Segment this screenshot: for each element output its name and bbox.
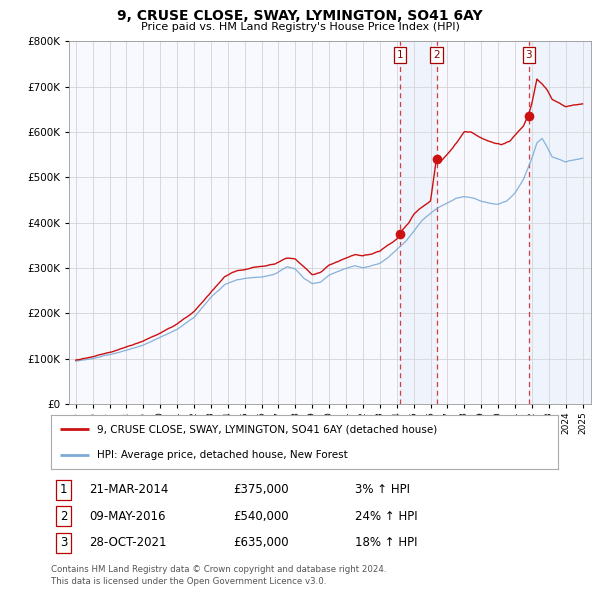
Text: 3: 3 [60,536,67,549]
Text: Contains HM Land Registry data © Crown copyright and database right 2024.: Contains HM Land Registry data © Crown c… [51,565,386,574]
Text: £375,000: £375,000 [233,483,289,496]
Text: £540,000: £540,000 [233,510,289,523]
Bar [400,41,437,404]
Text: 1: 1 [60,483,67,496]
Text: 18% ↑ HPI: 18% ↑ HPI [355,536,418,549]
Text: 09-MAY-2016: 09-MAY-2016 [89,510,166,523]
Text: This data is licensed under the Open Government Licence v3.0.: This data is licensed under the Open Gov… [51,577,326,586]
Text: 9, CRUSE CLOSE, SWAY, LYMINGTON, SO41 6AY: 9, CRUSE CLOSE, SWAY, LYMINGTON, SO41 6A… [117,9,483,23]
Text: HPI: Average price, detached house, New Forest: HPI: Average price, detached house, New … [97,451,347,460]
Text: 2: 2 [433,50,440,60]
Text: 9, CRUSE CLOSE, SWAY, LYMINGTON, SO41 6AY (detached house): 9, CRUSE CLOSE, SWAY, LYMINGTON, SO41 6A… [97,424,437,434]
Text: 3: 3 [526,50,532,60]
Text: £635,000: £635,000 [233,536,289,549]
Text: 28-OCT-2021: 28-OCT-2021 [89,536,167,549]
Text: 24% ↑ HPI: 24% ↑ HPI [355,510,418,523]
Text: Price paid vs. HM Land Registry's House Price Index (HPI): Price paid vs. HM Land Registry's House … [140,22,460,32]
Text: 1: 1 [397,50,404,60]
Bar [529,41,591,404]
Text: 3% ↑ HPI: 3% ↑ HPI [355,483,410,496]
Text: 2: 2 [60,510,67,523]
Text: 21-MAR-2014: 21-MAR-2014 [89,483,169,496]
